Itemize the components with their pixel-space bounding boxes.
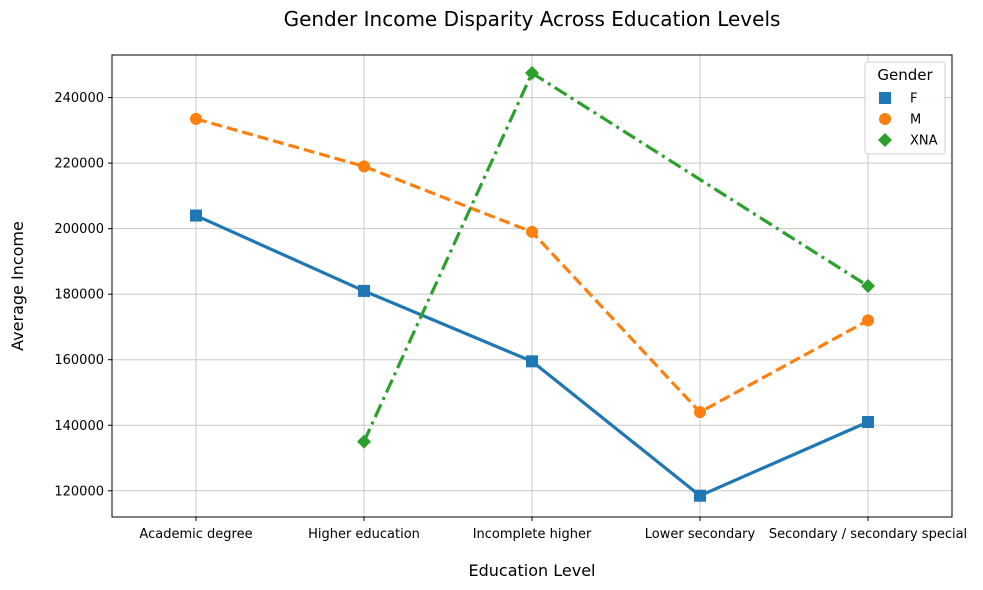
series-xna	[357, 66, 875, 449]
chart-title: Gender Income Disparity Across Education…	[284, 7, 781, 31]
series-f	[190, 209, 874, 502]
y-tick-label: 240000	[54, 91, 104, 106]
legend-label: M	[910, 113, 921, 128]
data-point	[862, 415, 874, 428]
y-tick-label: 140000	[54, 419, 104, 434]
series-m	[190, 112, 874, 419]
x-tick-label: Higher education	[308, 527, 420, 542]
data-point	[694, 406, 706, 419]
grid	[112, 55, 952, 517]
y-tick-label: 120000	[54, 484, 104, 499]
x-axis-label: Education Level	[469, 561, 596, 580]
x-tick-label: Secondary / secondary special	[769, 527, 967, 542]
series-line	[362, 71, 869, 443]
data-point	[862, 314, 874, 327]
data-point	[526, 355, 538, 368]
plot-frame	[111, 54, 953, 518]
x-tick-label: Incomplete higher	[473, 527, 592, 542]
data-point	[190, 209, 202, 222]
legend-marker	[879, 92, 891, 104]
y-tick-label: 220000	[54, 157, 104, 172]
data-point	[525, 66, 539, 81]
legend-box	[864, 61, 946, 155]
y-axis-label: Average Income	[8, 221, 27, 351]
data-point	[358, 160, 370, 173]
axis-ticks: Academic degree Higher education Incomplet…	[54, 91, 967, 542]
data-point	[526, 225, 538, 238]
legend-marker	[879, 113, 891, 125]
legend-marker	[878, 133, 892, 147]
legend-label: XNA	[910, 134, 938, 149]
legend-label: F	[910, 92, 917, 107]
data-point	[190, 112, 202, 125]
y-tick-label: 180000	[54, 288, 104, 303]
plot-series	[190, 66, 875, 502]
legend: Gender FM XNA	[864, 61, 946, 155]
x-tick-label: Lower secondary	[645, 527, 756, 542]
data-point	[358, 284, 370, 297]
data-point	[357, 434, 371, 449]
data-point	[694, 489, 706, 502]
y-tick-label: 160000	[54, 353, 104, 368]
legend-title: Gender	[877, 66, 933, 84]
y-tick-label: 200000	[54, 222, 104, 237]
x-tick-label: Academic degree	[139, 527, 252, 542]
data-point	[861, 279, 875, 293]
